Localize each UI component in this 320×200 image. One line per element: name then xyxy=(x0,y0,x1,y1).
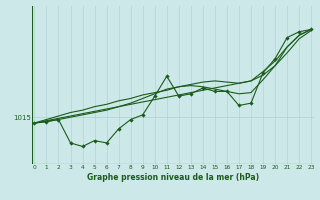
X-axis label: Graphe pression niveau de la mer (hPa): Graphe pression niveau de la mer (hPa) xyxy=(87,173,259,182)
